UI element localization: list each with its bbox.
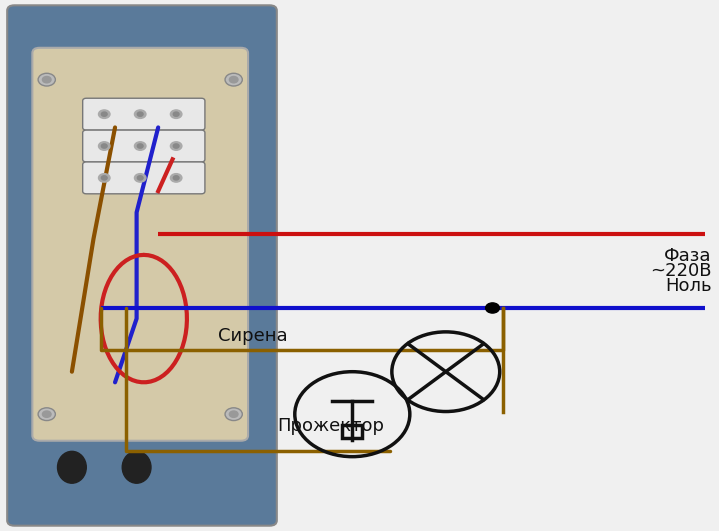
Circle shape	[134, 174, 146, 182]
Circle shape	[137, 176, 143, 180]
FancyBboxPatch shape	[83, 98, 205, 130]
Circle shape	[137, 112, 143, 116]
Circle shape	[173, 112, 179, 116]
Circle shape	[42, 411, 51, 417]
Circle shape	[99, 174, 110, 182]
Circle shape	[170, 174, 182, 182]
Text: ~220В: ~220В	[650, 262, 712, 280]
Circle shape	[99, 110, 110, 118]
FancyBboxPatch shape	[32, 48, 248, 441]
Text: Фаза: Фаза	[664, 247, 712, 265]
Circle shape	[42, 76, 51, 83]
Circle shape	[229, 76, 238, 83]
FancyBboxPatch shape	[83, 162, 205, 194]
FancyBboxPatch shape	[83, 130, 205, 162]
FancyBboxPatch shape	[7, 5, 277, 526]
Circle shape	[173, 176, 179, 180]
Circle shape	[225, 408, 242, 421]
Text: Прожектор: Прожектор	[278, 417, 385, 435]
Circle shape	[170, 142, 182, 150]
Text: Ноль: Ноль	[665, 277, 712, 295]
Circle shape	[134, 142, 146, 150]
Circle shape	[99, 142, 110, 150]
Circle shape	[101, 176, 107, 180]
Circle shape	[134, 110, 146, 118]
Circle shape	[170, 110, 182, 118]
Circle shape	[173, 144, 179, 148]
Circle shape	[229, 411, 238, 417]
Circle shape	[101, 112, 107, 116]
Ellipse shape	[122, 451, 151, 483]
Circle shape	[485, 303, 500, 313]
Circle shape	[225, 73, 242, 86]
Ellipse shape	[58, 451, 86, 483]
Circle shape	[38, 408, 55, 421]
Bar	[342, 425, 362, 438]
Circle shape	[137, 144, 143, 148]
Circle shape	[38, 73, 55, 86]
Circle shape	[101, 144, 107, 148]
Text: Сирена: Сирена	[218, 327, 288, 345]
